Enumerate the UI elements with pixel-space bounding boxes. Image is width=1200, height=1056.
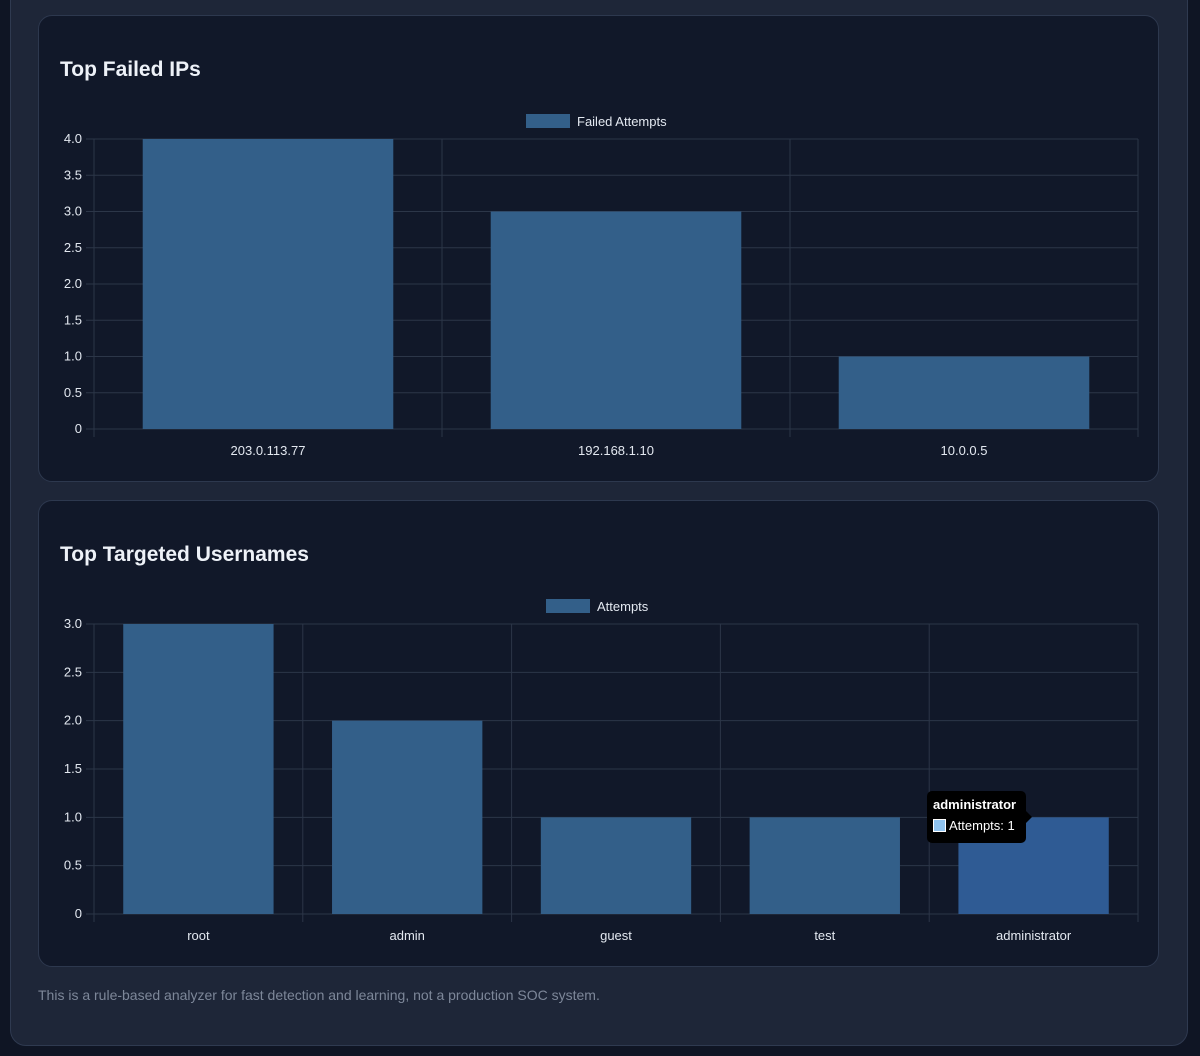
failed-ips-card: Top Failed IPs Failed Attempts 4.0 3.5 3.0 2… (38, 15, 1159, 482)
y-tick-label: 0 (75, 421, 82, 436)
bar-test (749, 817, 900, 914)
y-tick-label: 0.5 (64, 385, 82, 400)
tooltip-color-swatch (933, 819, 946, 832)
legend-label: Attempts (597, 599, 649, 614)
legend-swatch (526, 114, 570, 128)
y-tick-label: 3.5 (64, 167, 82, 182)
failed-ips-title: Top Failed IPs (60, 58, 201, 81)
failed-ips-chart[interactable]: Failed Attempts 4.0 3.5 3.0 2.5 2.0 1.5 1.0 0.5 0… (39, 16, 1160, 483)
x-tick-label: 203.0.113.77 (231, 443, 306, 458)
y-tick-label: 0 (75, 906, 82, 921)
legend-label: Failed Attempts (577, 114, 667, 129)
tooltip-label: Attempts: 1 (949, 818, 1015, 833)
chart-legend: Attempts (546, 599, 649, 614)
y-tick-label: 3.0 (64, 204, 82, 219)
x-tick-label: 10.0.0.5 (941, 443, 988, 458)
y-tick-label: 2.0 (64, 713, 82, 728)
x-tick-label: root (187, 928, 210, 943)
chart-legend: Failed Attempts (526, 114, 667, 129)
y-tick-label: 4.0 (64, 131, 82, 146)
targeted-usernames-chart[interactable]: Attempts 3.0 2.5 2.0 1.5 1.0 0.5 0 root admin gues… (39, 501, 1160, 968)
chart-tooltip: administrator Attempts: 1 (927, 791, 1032, 843)
y-tick-label: 2.5 (64, 240, 82, 255)
legend-swatch (546, 599, 590, 613)
bar-root (123, 624, 274, 914)
y-tick-label: 2.0 (64, 276, 82, 291)
targeted-usernames-card: Top Targeted Usernames Attempts 3.0 2.5 2.0… (38, 500, 1159, 967)
y-tick-label: 3.0 (64, 616, 82, 631)
y-tick-label: 1.0 (64, 349, 82, 364)
y-tick-label: 2.5 (64, 664, 82, 679)
footer-disclaimer: This is a rule-based analyzer for fast d… (38, 987, 600, 1003)
x-tick-label: admin (389, 928, 424, 943)
bar-203-0-113-77 (142, 139, 394, 429)
y-tick-label: 1.0 (64, 809, 82, 824)
y-tick-label: 0.5 (64, 858, 82, 873)
bar-10-0-0-5 (838, 356, 1090, 429)
bar-192-168-1-10 (490, 211, 742, 429)
bar-guest (540, 817, 692, 914)
bar-admin (332, 720, 483, 914)
x-tick-label: 192.168.1.10 (578, 443, 654, 458)
y-tick-label: 1.5 (64, 312, 82, 327)
tooltip-title: administrator (933, 797, 1017, 812)
x-tick-label: administrator (996, 928, 1072, 943)
x-tick-label: test (814, 928, 835, 943)
x-tick-label: guest (600, 928, 632, 943)
y-tick-label: 1.5 (64, 761, 82, 776)
tooltip-body: Attempts: 1 (933, 818, 1020, 833)
targeted-usernames-title: Top Targeted Usernames (60, 543, 309, 566)
